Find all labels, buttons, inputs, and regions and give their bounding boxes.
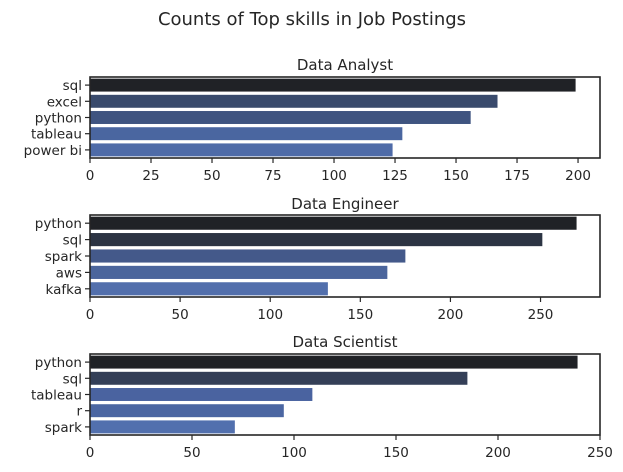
y-tick-label: sql: [63, 371, 82, 387]
x-tick-label: 200: [485, 445, 511, 461]
x-tick-label: 175: [504, 168, 530, 184]
y-tick-label: spark: [45, 249, 82, 265]
x-tick-label: 50: [183, 445, 200, 461]
bar-sql: [90, 233, 543, 247]
x-tick-label: 150: [383, 445, 409, 461]
x-tick-label: 100: [321, 168, 347, 184]
y-tick-label: kafka: [46, 282, 82, 298]
x-tick-label: 250: [528, 307, 554, 323]
x-tick-label: 0: [86, 445, 95, 461]
bar-python: [90, 216, 577, 230]
x-tick-label: 200: [438, 307, 464, 323]
bar-tableau: [90, 127, 403, 141]
plot-frame: [89, 214, 601, 298]
y-tick-label: tableau: [31, 127, 82, 143]
bar-aws: [90, 265, 388, 279]
x-tick-label: 75: [264, 168, 281, 184]
panel-title: Data Engineer: [291, 195, 399, 213]
y-tick-label: sql: [63, 78, 82, 94]
x-tick-label: 50: [203, 168, 220, 184]
bar-r: [90, 404, 284, 418]
x-tick-label: 50: [172, 307, 189, 323]
plot-frame: [89, 76, 601, 159]
y-tick-label: r: [76, 404, 82, 420]
bar-python: [90, 111, 471, 124]
bar-python: [90, 355, 578, 369]
bar-sql: [90, 371, 468, 385]
y-tick-label: excel: [47, 94, 82, 110]
panel-title: Data Scientist: [293, 333, 398, 351]
x-tick-label: 150: [347, 307, 373, 323]
x-tick-label: 25: [142, 168, 159, 184]
x-tick-label: 200: [565, 168, 591, 184]
x-tick-label: 100: [257, 307, 283, 323]
bar-excel: [90, 94, 498, 108]
y-tick-label: python: [35, 355, 82, 371]
x-tick-label: 125: [382, 168, 408, 184]
panel-data-analyst: Data Analyst sqlexcelpythontableaupower …: [24, 56, 601, 184]
y-tick-label: spark: [45, 420, 82, 436]
plot-frame: [89, 353, 601, 436]
bar-power-bi: [90, 143, 393, 157]
bar-tableau: [90, 388, 313, 401]
y-tick-label: python: [35, 111, 82, 127]
bar-kafka: [90, 282, 328, 296]
bar-spark: [90, 420, 235, 434]
x-tick-label: 100: [281, 445, 307, 461]
x-tick-label: 0: [86, 168, 95, 184]
panel-title: Data Analyst: [297, 56, 393, 74]
y-tick-label: tableau: [31, 388, 82, 404]
y-tick-label: aws: [56, 265, 82, 281]
bar-sql: [90, 78, 576, 92]
y-tick-label: power bi: [24, 143, 82, 159]
x-tick-label: 0: [86, 307, 95, 323]
bar-spark: [90, 249, 406, 263]
y-tick-label: python: [35, 216, 82, 232]
figure-title: Counts of Top skills in Job Postings: [158, 9, 466, 30]
x-tick-label: 250: [587, 445, 613, 461]
y-tick-label: sql: [63, 233, 82, 249]
x-tick-label: 150: [443, 168, 469, 184]
